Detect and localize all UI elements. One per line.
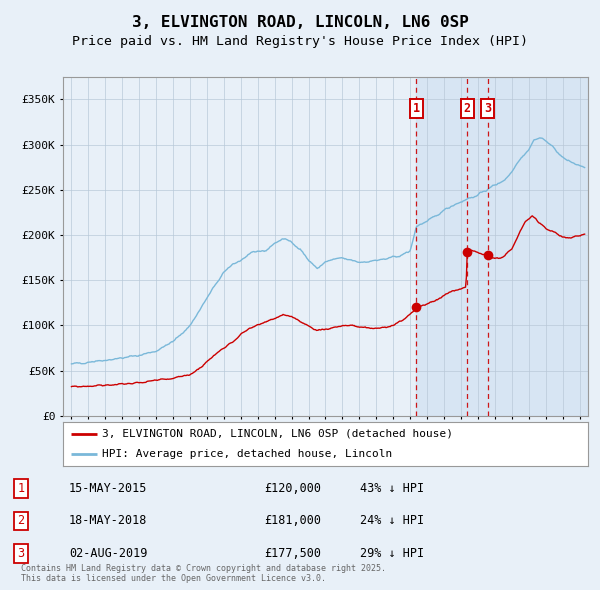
Text: £120,000: £120,000 <box>264 482 321 495</box>
Text: 24% ↓ HPI: 24% ↓ HPI <box>360 514 424 527</box>
Text: 29% ↓ HPI: 29% ↓ HPI <box>360 547 424 560</box>
Text: HPI: Average price, detached house, Lincoln: HPI: Average price, detached house, Linc… <box>103 449 392 459</box>
Text: 18-MAY-2018: 18-MAY-2018 <box>69 514 148 527</box>
Text: £181,000: £181,000 <box>264 514 321 527</box>
Text: Price paid vs. HM Land Registry's House Price Index (HPI): Price paid vs. HM Land Registry's House … <box>72 35 528 48</box>
Text: 2: 2 <box>464 103 471 116</box>
Text: 43% ↓ HPI: 43% ↓ HPI <box>360 482 424 495</box>
Text: 3: 3 <box>17 547 25 560</box>
Text: 3, ELVINGTON ROAD, LINCOLN, LN6 0SP: 3, ELVINGTON ROAD, LINCOLN, LN6 0SP <box>131 15 469 30</box>
Text: 2: 2 <box>17 514 25 527</box>
Text: 3, ELVINGTON ROAD, LINCOLN, LN6 0SP (detached house): 3, ELVINGTON ROAD, LINCOLN, LN6 0SP (det… <box>103 429 454 439</box>
Text: 02-AUG-2019: 02-AUG-2019 <box>69 547 148 560</box>
Text: 1: 1 <box>17 482 25 495</box>
Text: Contains HM Land Registry data © Crown copyright and database right 2025.
This d: Contains HM Land Registry data © Crown c… <box>21 563 386 583</box>
Text: 1: 1 <box>413 103 420 116</box>
Text: £177,500: £177,500 <box>264 547 321 560</box>
Text: 3: 3 <box>484 103 491 116</box>
Text: 15-MAY-2015: 15-MAY-2015 <box>69 482 148 495</box>
Bar <box>416 77 588 416</box>
